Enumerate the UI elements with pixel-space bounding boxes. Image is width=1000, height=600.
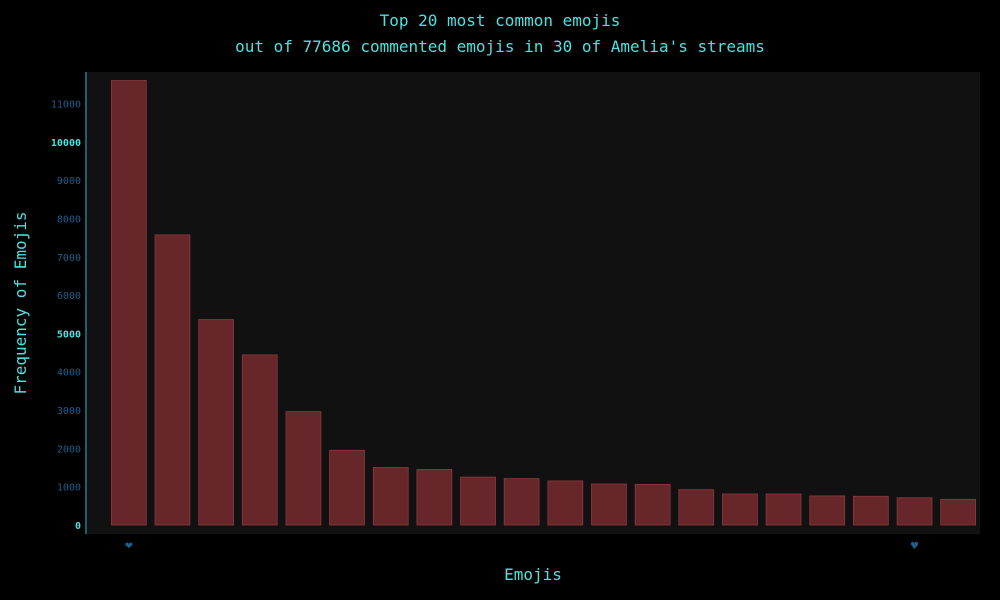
x-axis-label: Emojis xyxy=(504,565,562,584)
bar-15 xyxy=(722,493,758,526)
bar-5 xyxy=(285,411,322,526)
bar-7 xyxy=(372,467,409,526)
y-tick-label-2000: 2000 xyxy=(57,444,81,455)
x-tick-label-1: ❤ xyxy=(125,541,133,552)
y-tick-label-9000: 9000 xyxy=(57,176,81,187)
bar-13 xyxy=(634,483,671,526)
bar-18 xyxy=(853,495,889,526)
y-tick-label-5000: 5000 xyxy=(57,329,81,340)
bar-6 xyxy=(329,449,365,526)
bar-19 xyxy=(896,497,933,526)
x-tick-label-19: ♥ xyxy=(910,541,919,552)
bar-14 xyxy=(678,489,715,526)
y-tick-label-8000: 8000 xyxy=(57,214,81,225)
x-tick-labels: ❤ ♥ xyxy=(125,541,919,552)
bar-11 xyxy=(547,480,584,526)
y-tick-label-6000: 6000 xyxy=(57,291,81,302)
bars-group xyxy=(111,80,977,526)
bar-2 xyxy=(154,234,191,526)
bar-12 xyxy=(591,483,627,526)
bar-17 xyxy=(809,495,846,526)
bar-9 xyxy=(460,476,496,526)
bar-10 xyxy=(503,478,540,526)
y-tick-label-1000: 1000 xyxy=(57,483,81,494)
bar-4 xyxy=(241,354,278,526)
bar-8 xyxy=(416,468,453,526)
y-tick-label-3000: 3000 xyxy=(57,406,81,417)
y-tick-label-10000: 10000 xyxy=(51,138,81,149)
bar-1 xyxy=(111,80,147,526)
bar-16 xyxy=(765,493,802,526)
y-tick-label-11000: 11000 xyxy=(51,100,81,111)
y-tick-label-0: 0 xyxy=(75,521,81,532)
chart-subtitle: out of 77686 commented emojis in 30 of A… xyxy=(235,37,765,56)
y-axis-label: Frequency of Emojis xyxy=(11,211,30,394)
bar-3 xyxy=(198,319,234,526)
bar-20 xyxy=(940,498,977,526)
y-tick-label-4000: 4000 xyxy=(57,368,81,379)
y-tick-labels: 0 1000 2000 3000 4000 5000 6000 7000 8000 9000 100… xyxy=(51,100,81,533)
chart-title: Top 20 most common emojis xyxy=(380,11,621,30)
plot-area xyxy=(87,72,980,534)
y-tick-label-7000: 7000 xyxy=(57,253,81,264)
